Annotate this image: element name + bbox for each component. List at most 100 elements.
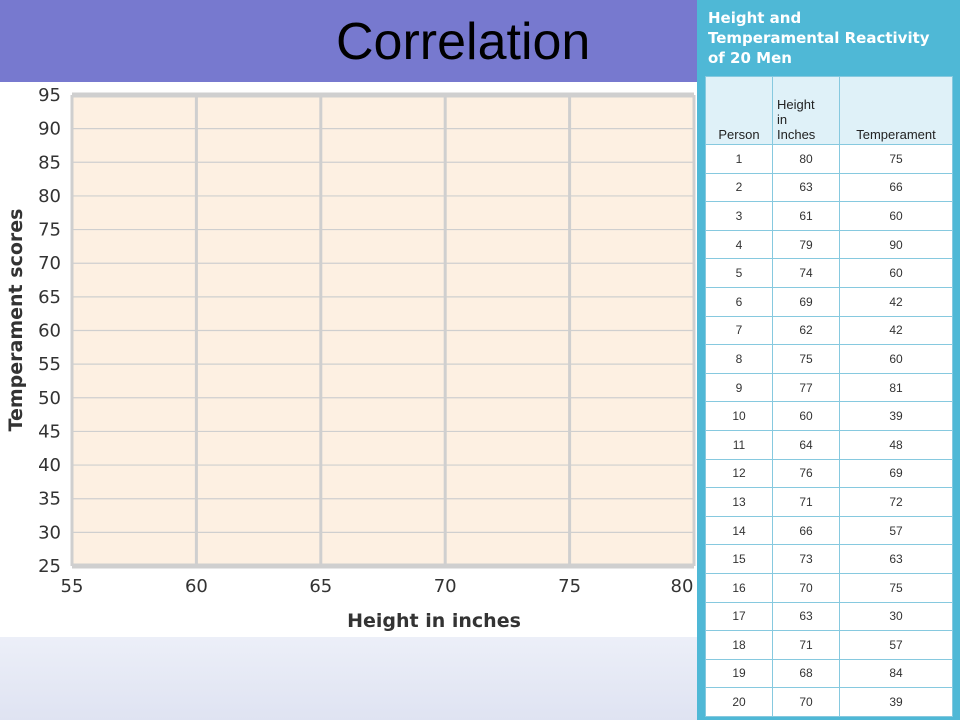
table-row: 15 73 63 xyxy=(705,544,953,574)
height-cell: 63 xyxy=(772,601,840,632)
temperament-cell: 57 xyxy=(839,630,953,660)
person-cell: 13 xyxy=(705,487,773,517)
y-tick-label: 60 xyxy=(38,321,61,342)
slide-title: Correlation xyxy=(336,13,591,71)
table-row: 17 63 30 xyxy=(705,601,953,632)
temperament-cell: 30 xyxy=(839,601,953,632)
height-cell: 75 xyxy=(772,344,840,374)
height-cell: 62 xyxy=(772,315,840,346)
person-cell: 5 xyxy=(705,258,773,288)
person-cell: 19 xyxy=(705,658,773,689)
temperament-cell: 60 xyxy=(839,258,953,288)
table-row: 16 70 75 xyxy=(705,572,953,603)
table-row: 4 79 90 xyxy=(705,229,953,260)
chart-area: 25 30 35 40 45 50 55 60 65 70 75 80 85 90 95 55 60 65 70 7… xyxy=(0,82,697,637)
height-cell: 70 xyxy=(772,687,840,717)
table-header-row: Person Height in Inches Temperament xyxy=(705,76,953,145)
person-cell: 10 xyxy=(705,401,773,431)
y-tick-label: 75 xyxy=(38,220,61,241)
temperament-cell: 39 xyxy=(839,401,953,431)
table-row: 11 64 48 xyxy=(705,429,953,460)
x-tick-label: 70 xyxy=(434,576,457,597)
table-row: 9 77 81 xyxy=(705,372,953,403)
y-tick-label: 90 xyxy=(38,119,61,140)
temperament-cell: 75 xyxy=(839,572,953,603)
temperament-cell: 72 xyxy=(839,487,953,517)
person-cell: 4 xyxy=(705,229,773,260)
temperament-cell: 75 xyxy=(839,144,953,174)
y-tick-label: 40 xyxy=(38,455,61,476)
y-tick-label: 55 xyxy=(38,354,61,375)
data-table-panel: Height and Temperamental Reactivity of 2… xyxy=(697,0,960,720)
temperament-cell: 42 xyxy=(839,315,953,346)
y-tick-label: 25 xyxy=(38,556,61,577)
height-cell: 63 xyxy=(772,172,840,203)
y-tick-label: 65 xyxy=(38,287,61,308)
height-cell: 68 xyxy=(772,658,840,689)
table-row: 18 71 57 xyxy=(705,630,953,660)
table-row: 3 61 60 xyxy=(705,201,953,231)
person-cell: 9 xyxy=(705,372,773,403)
height-cell: 71 xyxy=(772,487,840,517)
temperament-cell: 66 xyxy=(839,172,953,203)
x-tick-label: 65 xyxy=(309,576,332,597)
table-row: 20 70 39 xyxy=(705,687,953,717)
header-temperament: Temperament xyxy=(839,76,953,145)
y-tick-label: 35 xyxy=(38,489,61,510)
person-cell: 3 xyxy=(705,201,773,231)
temperament-cell: 42 xyxy=(839,286,953,317)
table-row: 7 62 42 xyxy=(705,315,953,346)
y-tick-label: 85 xyxy=(38,152,61,173)
height-cell: 66 xyxy=(772,515,840,546)
header-person: Person xyxy=(705,76,773,145)
height-cell: 69 xyxy=(772,286,840,317)
temperament-cell: 90 xyxy=(839,229,953,260)
temperament-cell: 60 xyxy=(839,201,953,231)
x-tick-label: 60 xyxy=(185,576,208,597)
table-row: 2 63 66 xyxy=(705,172,953,203)
title-banner xyxy=(0,0,697,82)
person-cell: 11 xyxy=(705,429,773,460)
height-cell: 74 xyxy=(772,258,840,288)
table-row: 5 74 60 xyxy=(705,258,953,288)
x-tick-label: 55 xyxy=(61,576,84,597)
height-cell: 73 xyxy=(772,544,840,574)
x-axis-label: Height in inches xyxy=(347,610,521,632)
y-tick-label: 50 xyxy=(38,388,61,409)
y-tick-label: 95 xyxy=(38,85,61,106)
height-cell: 64 xyxy=(772,429,840,460)
table-row: 12 76 69 xyxy=(705,458,953,489)
person-cell: 20 xyxy=(705,687,773,717)
height-cell: 60 xyxy=(772,401,840,431)
table-row: 1 80 75 xyxy=(705,144,953,174)
person-cell: 14 xyxy=(705,515,773,546)
x-tick-label: 75 xyxy=(558,576,581,597)
person-cell: 2 xyxy=(705,172,773,203)
table-row: 13 71 72 xyxy=(705,487,953,517)
y-axis-label: Temperament scores xyxy=(5,209,27,432)
height-cell: 70 xyxy=(772,572,840,603)
table-row: 8 75 60 xyxy=(705,344,953,374)
data-table: Person Height in Inches Temperament 1 80 7… xyxy=(705,76,953,717)
temperament-cell: 69 xyxy=(839,458,953,489)
y-tick-label: 30 xyxy=(38,522,61,543)
person-cell: 17 xyxy=(705,601,773,632)
y-tick-label: 70 xyxy=(38,253,61,274)
y-tick-label: 80 xyxy=(38,186,61,207)
table-row: 10 60 39 xyxy=(705,401,953,431)
footer-band xyxy=(0,637,697,720)
height-cell: 61 xyxy=(772,201,840,231)
person-cell: 1 xyxy=(705,144,773,174)
person-cell: 7 xyxy=(705,315,773,346)
temperament-cell: 84 xyxy=(839,658,953,689)
temperament-cell: 57 xyxy=(839,515,953,546)
table-row: 14 66 57 xyxy=(705,515,953,546)
height-cell: 71 xyxy=(772,630,840,660)
person-cell: 12 xyxy=(705,458,773,489)
temperament-cell: 48 xyxy=(839,429,953,460)
temperament-cell: 60 xyxy=(839,344,953,374)
person-cell: 18 xyxy=(705,630,773,660)
temperament-cell: 81 xyxy=(839,372,953,403)
height-cell: 80 xyxy=(772,144,840,174)
height-cell: 77 xyxy=(772,372,840,403)
